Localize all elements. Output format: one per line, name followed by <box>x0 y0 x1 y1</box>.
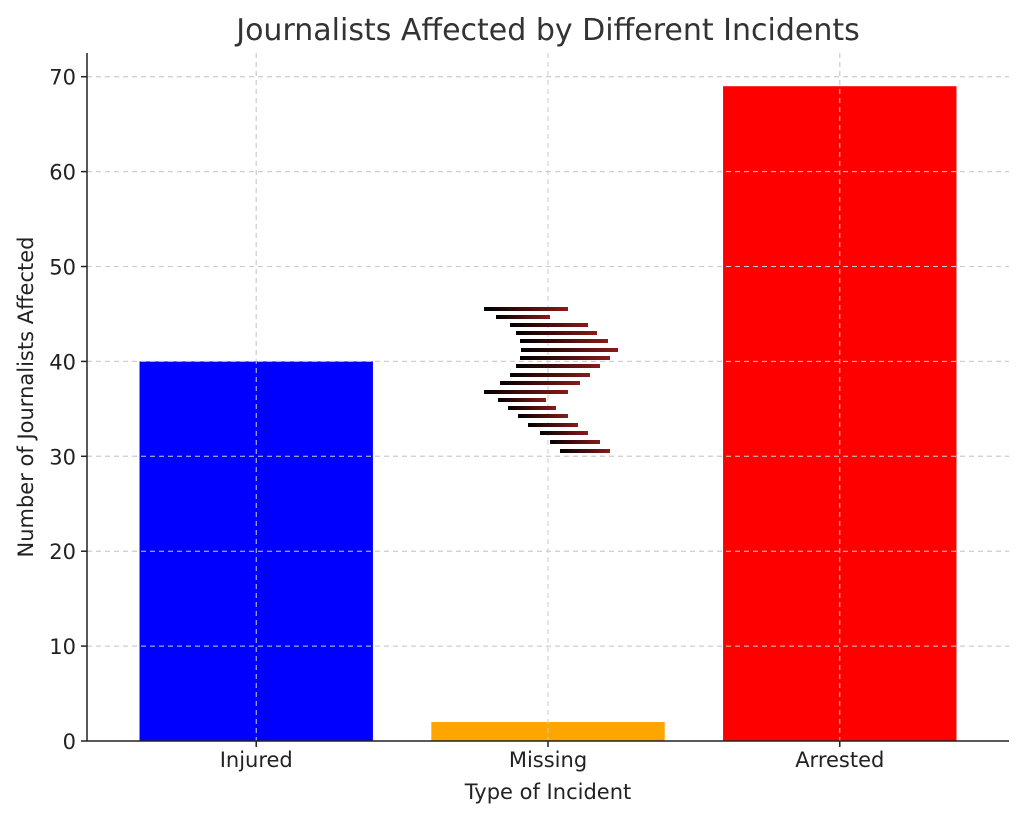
y-tick-label: 30 <box>49 445 76 469</box>
chart-title: Journalists Affected by Different Incide… <box>234 13 860 48</box>
x-tick-label-arrested: Arrested <box>795 748 884 772</box>
y-tick-label: 60 <box>49 161 76 185</box>
decoration-stroke <box>520 339 608 343</box>
decoration-stroke <box>508 406 556 410</box>
decoration-stroke <box>540 431 588 435</box>
decoration-stroke <box>560 449 610 453</box>
y-tick-label: 50 <box>49 256 76 280</box>
y-tick-label: 0 <box>63 730 76 754</box>
bars <box>87 53 1009 742</box>
x-tick-label-missing: Missing <box>509 748 587 772</box>
decoration-stroke <box>516 331 597 335</box>
y-tick-label: 70 <box>49 66 76 90</box>
decoration-stroke <box>500 381 580 385</box>
decoration-stroke <box>550 440 600 444</box>
y-tick-label: 40 <box>49 350 76 374</box>
x-axis-label: Type of Incident <box>464 780 632 804</box>
decoration-stroke <box>496 315 550 319</box>
decoration-stroke <box>510 323 588 327</box>
decoration-stroke <box>528 423 578 427</box>
decoration-stroke <box>484 390 568 394</box>
missing-decoration <box>484 307 618 453</box>
x-tick-label-injured: Injured <box>220 748 293 772</box>
decoration-stroke <box>498 398 546 402</box>
decoration-stroke <box>484 307 568 311</box>
y-tick-label: 10 <box>49 635 76 659</box>
y-tick-label: 20 <box>49 540 76 564</box>
decoration-stroke <box>518 414 568 418</box>
decoration-stroke <box>510 373 590 377</box>
y-axis-label: Number of Journalists Affected <box>14 237 38 558</box>
ticks: 0 10 20 30 40 50 60 70 Injured Missing Arrested <box>49 66 884 772</box>
decoration-stroke <box>521 348 618 352</box>
decoration-stroke <box>520 356 610 360</box>
decoration-stroke <box>516 364 600 368</box>
